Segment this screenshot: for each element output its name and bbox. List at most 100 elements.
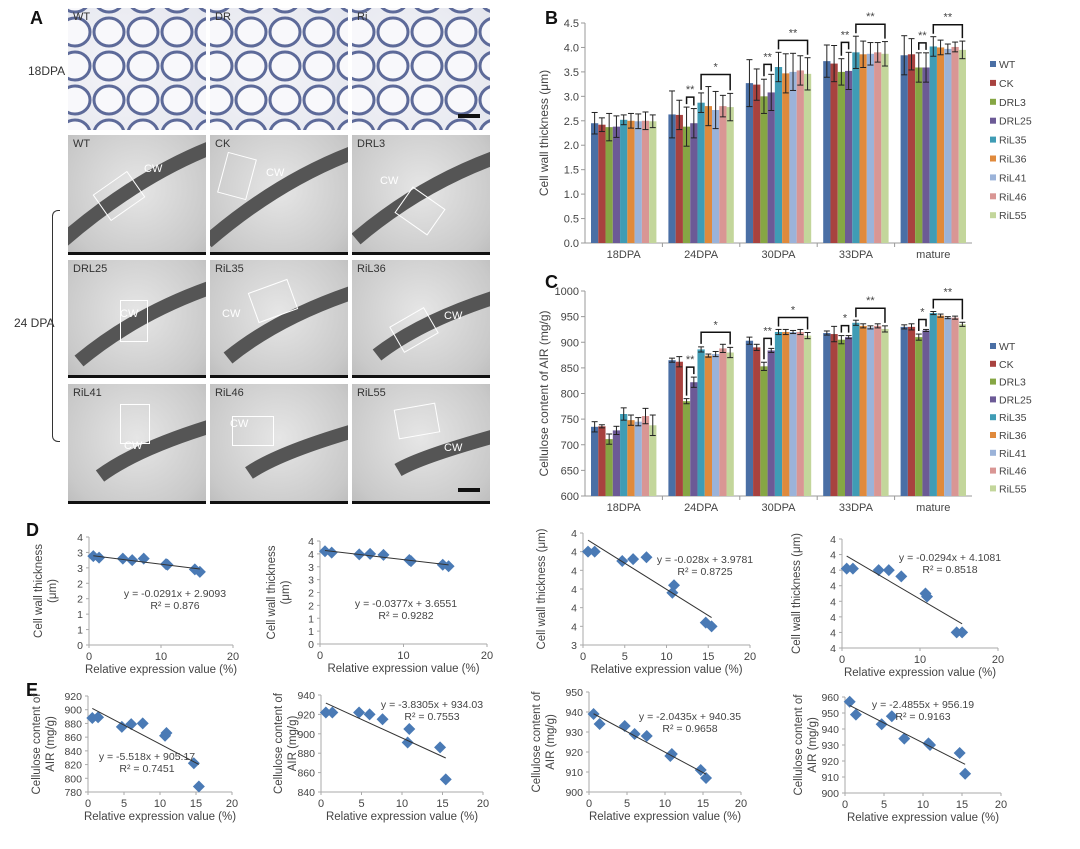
micrograph-wt: WT [68, 8, 206, 130]
fiber-wall-drawing [352, 151, 490, 245]
r-squared: R² = 0.8518 [922, 564, 977, 576]
r-squared: R² = 0.876 [150, 600, 199, 612]
image-label: DR [215, 11, 231, 23]
regression-equation: y = -0.0377x + 3.6551 [355, 598, 457, 610]
bar-ril46-33dpa [874, 325, 882, 496]
image-label: RiL46 [215, 387, 244, 399]
micrograph-ril35: CW RiL35 [210, 260, 348, 378]
y-tick-label: 860 [64, 732, 82, 744]
x-axis-title: Relative expression value (%) [84, 811, 236, 823]
legend-label: DRL3 [999, 377, 1026, 389]
data-point [953, 747, 966, 759]
x-axis-title: Relative expression value (%) [327, 663, 479, 675]
bar-wt-mature [900, 55, 908, 244]
bar-ril35-24dpa [697, 102, 705, 243]
y-tick-label: 700 [561, 440, 579, 452]
bar-ril36-mature [936, 315, 945, 496]
x-tick-label: 0 [317, 650, 323, 662]
data-point [326, 706, 339, 719]
x-tick-label: 10 [396, 798, 408, 810]
trend-line [849, 705, 966, 765]
fiber-wall-drawing [245, 425, 348, 479]
y-tick-label: 2 [77, 578, 83, 590]
legend-label: RiL46 [999, 466, 1027, 478]
bar-ril36-18dpa [627, 420, 635, 496]
data-point [160, 727, 173, 740]
bar-drl25-mature [922, 330, 930, 496]
significance-label: ** [789, 27, 798, 39]
region-box [120, 300, 148, 342]
y-tick-label: 940 [821, 724, 839, 736]
y-tick-label: 4 [830, 596, 836, 608]
x-tick-label: mature [916, 249, 950, 261]
fiber-wall-drawing [95, 420, 206, 482]
row-label-24dpa: 24 DPA [14, 316, 55, 330]
x-tick-label: 0 [839, 654, 845, 666]
bar-drl3-24dpa [682, 126, 691, 243]
trend-line [92, 707, 200, 765]
bar-ril35-18dpa [620, 414, 628, 496]
y-tick-label: 3.0 [564, 91, 579, 103]
trend-line [593, 713, 707, 775]
bar-ril55-mature [958, 49, 966, 244]
y-tick-label: 1.0 [564, 189, 579, 201]
bar-ril41-24dpa [712, 110, 720, 244]
data-point [882, 564, 895, 577]
x-tick-label: 20 [226, 798, 238, 810]
x-axis-title: Relative expression value (%) [590, 664, 742, 676]
bar-ril41-30dpa [789, 332, 797, 496]
bar-ril46-mature [951, 46, 959, 244]
bar-drl25-18dpa [612, 126, 621, 243]
x-tick-label: 10 [154, 798, 166, 810]
data-point [116, 552, 129, 565]
bar-ril41-30dpa [789, 71, 797, 243]
data-point [921, 590, 934, 603]
legend-swatch-drl3 [990, 378, 996, 385]
data-point [434, 741, 447, 754]
y-tick-label: 4 [830, 612, 836, 624]
data-point [325, 546, 338, 559]
micrograph-drl25: CW DRL25 [68, 260, 206, 378]
bar-drl25-30dpa [767, 92, 775, 243]
x-tick-label: 20 [227, 651, 239, 663]
legend-label: WT [999, 59, 1016, 71]
bar-ril36-33dpa [859, 325, 867, 496]
legend-label: DRL3 [999, 97, 1026, 109]
x-tick-label: 0 [580, 651, 586, 663]
legend-label: RiL41 [999, 172, 1027, 184]
image-edge [68, 375, 206, 378]
data-point [959, 767, 972, 780]
bar-drl3-mature [915, 67, 923, 243]
y-tick-label: 4 [830, 565, 836, 577]
bar-ril35-18dpa [620, 119, 628, 243]
bar-wt-18dpa [591, 426, 599, 496]
y-tick-label: 920 [821, 756, 839, 768]
regression-equation: y = -3.8305x + 934.03 [381, 699, 483, 711]
y-tick-label: 650 [561, 465, 579, 477]
bar-drl3-30dpa [760, 96, 768, 243]
x-tick-label: 20 [995, 799, 1007, 811]
x-tick-label: 30DPA [761, 502, 796, 514]
y-tick-label: 3 [308, 575, 314, 587]
fiber-wall-drawing [223, 286, 348, 364]
significance-label: ** [866, 295, 875, 307]
cw-label: CW [230, 418, 249, 430]
legend-swatch-ril36 [990, 432, 996, 438]
micrograph-dr: DR [210, 8, 348, 130]
y-tick-label: 2 [308, 600, 314, 612]
bar-ck-18dpa [598, 124, 606, 243]
y-axis-title: AIR (mg/g) [45, 716, 57, 772]
image-label: WT [73, 138, 91, 150]
significance-bracket [763, 337, 772, 360]
significance-bracket [932, 298, 964, 320]
data-point [700, 772, 713, 784]
significance-label: ** [686, 84, 695, 96]
bar-drl3-30dpa [760, 366, 768, 496]
legend-label: RiL55 [999, 483, 1027, 495]
bar-ck-33dpa [830, 63, 838, 244]
image-label: RiL55 [357, 387, 386, 399]
r-squared: R² = 0.8725 [677, 566, 732, 578]
data-point [849, 708, 862, 721]
x-tick-label: 15 [956, 799, 968, 811]
data-point [668, 579, 681, 592]
